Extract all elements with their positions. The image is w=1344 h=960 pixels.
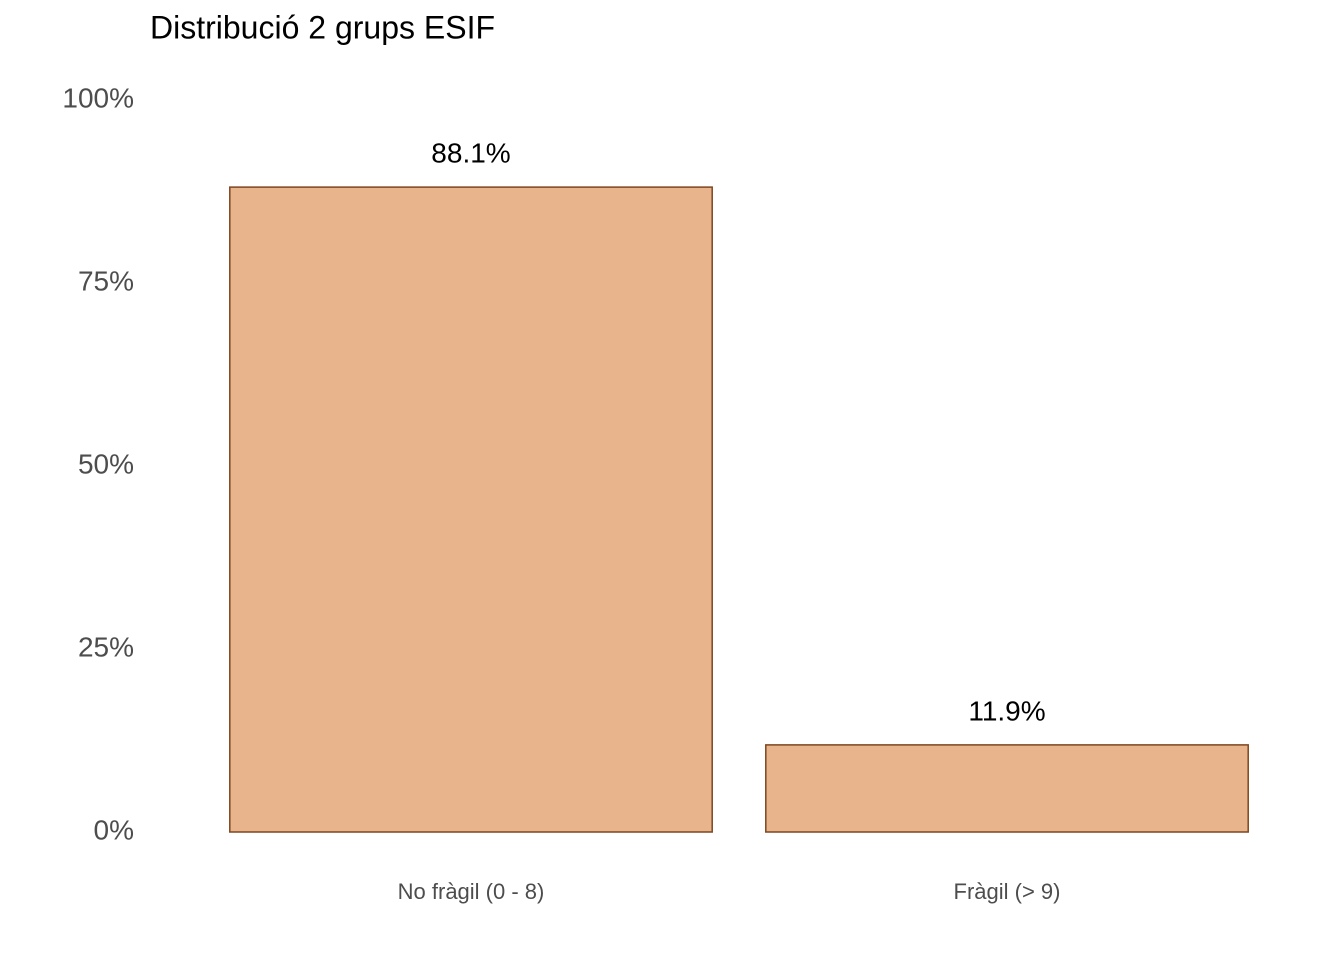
y-tick-label: 50%	[78, 448, 134, 479]
bar	[229, 186, 713, 833]
y-tick-label: 0%	[94, 814, 134, 845]
x-tick-label: No fràgil (0 - 8)	[398, 879, 545, 904]
value-label: 88.1%	[431, 137, 510, 168]
chart-title: Distribució 2 grups ESIF	[150, 9, 495, 45]
value-label: 11.9%	[968, 695, 1045, 726]
y-tick-label: 25%	[78, 631, 134, 662]
x-tick-label: Fràgil (> 9)	[954, 879, 1061, 904]
y-tick-label: 75%	[78, 265, 134, 296]
y-tick-label: 100%	[62, 82, 134, 113]
bar	[765, 744, 1249, 833]
